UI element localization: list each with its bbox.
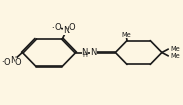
Text: Me: Me — [171, 46, 180, 52]
Text: Me: Me — [171, 53, 180, 59]
Text: O: O — [54, 23, 61, 32]
Text: N: N — [11, 56, 17, 65]
Text: O: O — [69, 23, 75, 32]
Text: +: + — [14, 56, 19, 61]
Text: Me: Me — [121, 32, 131, 38]
Text: N: N — [63, 26, 69, 35]
Text: −: − — [1, 59, 7, 65]
Text: O: O — [4, 58, 11, 67]
Text: H: H — [82, 52, 87, 58]
Text: −: − — [51, 25, 58, 31]
Text: +: + — [66, 26, 71, 31]
Text: N: N — [90, 48, 96, 57]
Text: N: N — [82, 48, 88, 57]
Text: O: O — [15, 58, 21, 67]
